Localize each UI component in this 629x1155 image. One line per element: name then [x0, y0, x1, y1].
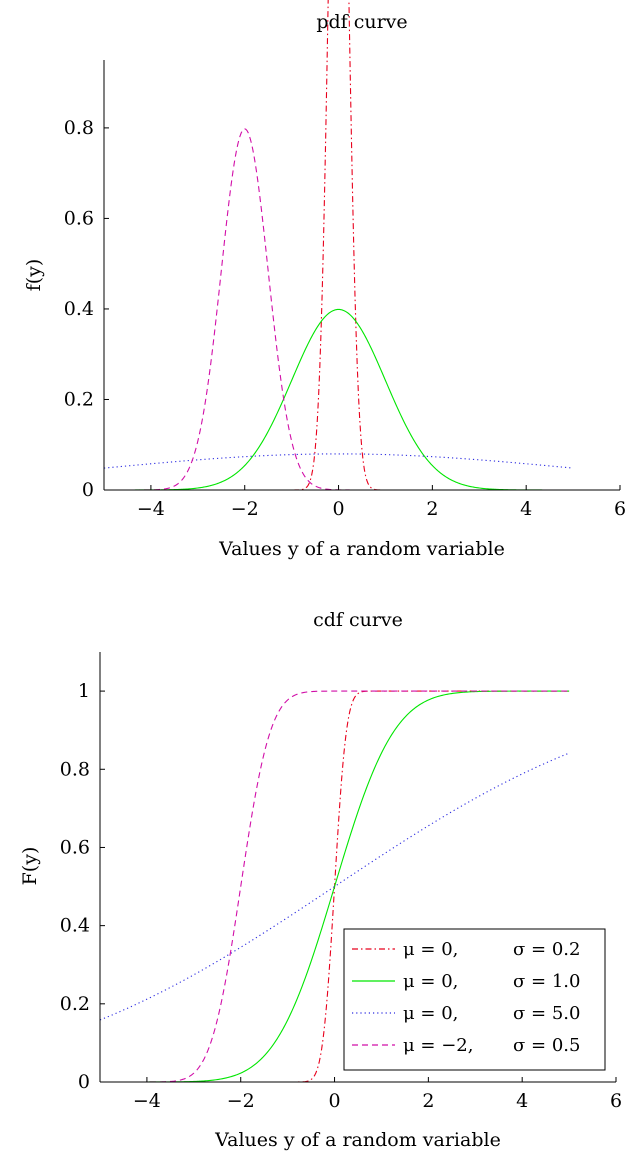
legend-mu-label: μ = 0,: [403, 971, 458, 992]
y-tick-label: 0: [78, 1071, 90, 1093]
x-tick-label: 6: [610, 1090, 622, 1112]
series-line-0: [104, 0, 574, 491]
chart-title: cdf curve: [313, 609, 403, 631]
series-line-2: [103, 453, 574, 469]
x-tick-label: 4: [520, 498, 532, 520]
series-group: [103, 0, 574, 491]
y-tick-label: 0.6: [64, 207, 94, 229]
x-tick-label: 2: [422, 1090, 434, 1112]
pdf-chart: pdf curve −4 −2 0 2 4 6 0 0.2 0.4 0.6 0.8 Values y…: [23, 0, 626, 560]
y-tick-label: 0: [82, 479, 94, 501]
series-line-2: [99, 752, 570, 1021]
cdf-chart: cdf curve −4 −2 0 2 4 6 0 0.2 0.4 0.6 0.8 1 Values …: [19, 609, 622, 1151]
x-axis-label: Values y of a random variable: [218, 538, 505, 560]
legend-sigma-label: σ = 0.2: [513, 939, 580, 960]
legend-mu-label: μ = 0,: [403, 939, 458, 960]
x-tick-label: −2: [227, 1090, 255, 1112]
x-tick-label: 4: [516, 1090, 528, 1112]
y-axis-label: f(y): [23, 259, 45, 292]
legend-box: [343, 928, 606, 1071]
x-axis-label-text: Values y of a random variable: [214, 1129, 501, 1151]
x-tick-label: −4: [133, 1090, 161, 1112]
series-line-1: [104, 308, 574, 491]
x-tick-label: 6: [614, 498, 626, 520]
y-tick-label: 0.8: [60, 758, 90, 780]
x-tick-label: −2: [231, 498, 259, 520]
y-tick-label: 0.2: [60, 993, 90, 1015]
ticks-group: −4 −2 0 2 4 6 0 0.2 0.4 0.6 0.8: [64, 117, 626, 520]
y-tick-label: 0.8: [64, 117, 94, 139]
y-tick-label: 0.2: [64, 388, 94, 410]
legend-sigma-label: σ = 0.5: [513, 1035, 580, 1056]
chart-title: pdf curve: [316, 11, 407, 33]
x-axis-label-text: Values y of a random variable: [218, 538, 505, 560]
legend-mu-label: μ = 0,: [403, 1003, 458, 1024]
series-line-3: [100, 690, 570, 1083]
x-tick-label: −4: [137, 498, 165, 520]
legend-mu-label: μ = −2,: [403, 1035, 473, 1056]
y-axis-label: F(y): [19, 847, 41, 886]
y-tick-label: 0.4: [60, 915, 90, 937]
legend-items: μ = 0, σ = 0.2 μ = 0, σ = 1.0 μ = 0, σ = 5.0 μ…: [352, 939, 580, 1056]
x-tick-label: 2: [426, 498, 438, 520]
legend-sigma-label: σ = 1.0: [513, 971, 580, 992]
legend: μ = 0, σ = 0.2 μ = 0, σ = 1.0 μ = 0, σ = 5.0 μ…: [343, 928, 606, 1071]
x-tick-label: 0: [328, 1090, 340, 1112]
ticks-group: −4 −2 0 2 4 6 0 0.2 0.4 0.6 0.8 1: [60, 680, 622, 1112]
y-tick-label: 0.6: [60, 836, 90, 858]
x-axis-label: Values y of a random variable: [214, 1129, 501, 1151]
y-axis-label-text: F(y): [19, 847, 41, 886]
y-axis-label-text: f(y): [23, 259, 45, 292]
y-tick-label: 1: [78, 680, 90, 702]
x-tick-label: 0: [332, 498, 344, 520]
legend-sigma-label: σ = 5.0: [513, 1003, 580, 1024]
y-tick-label: 0.4: [64, 298, 94, 320]
